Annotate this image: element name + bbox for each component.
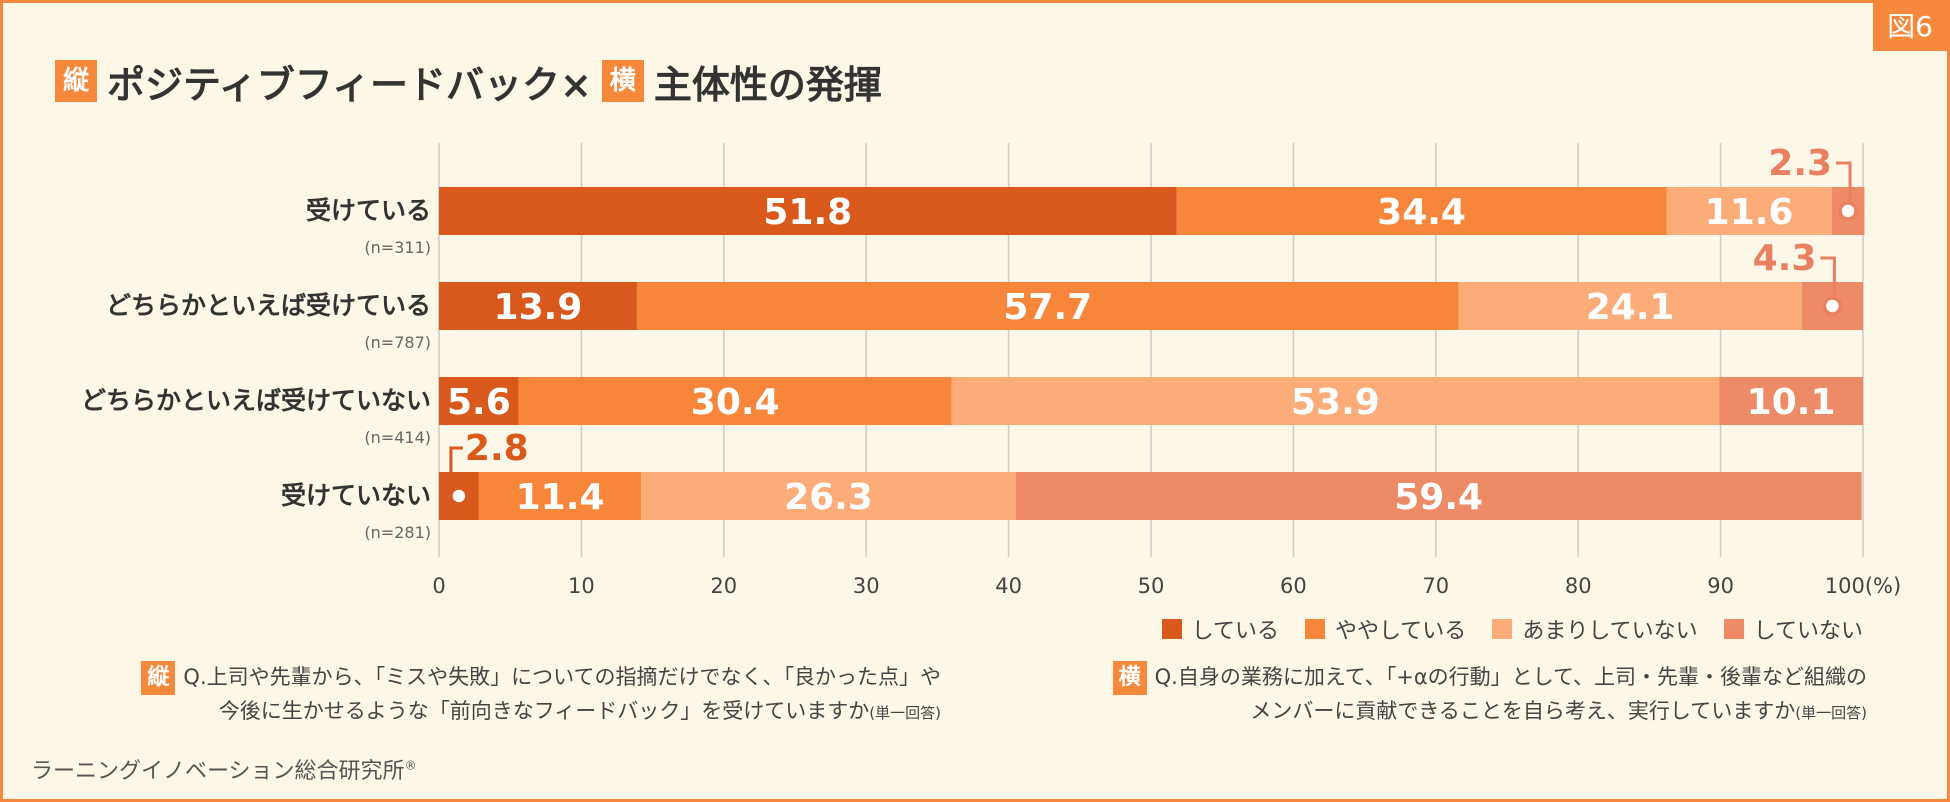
vertical-question-line-1: Q.上司や先輩から、「ミスや失敗」についての指摘だけでなく、「良かった点」や — [183, 665, 941, 689]
bar-value-label: 53.9 — [1291, 382, 1380, 423]
bar-value-label: 26.3 — [784, 477, 873, 518]
legend-label: ややしている — [1334, 619, 1467, 644]
x-tick-label: 50 — [1138, 574, 1165, 598]
bar-segment — [478, 472, 642, 520]
legend-item: していない — [1723, 613, 1863, 645]
callout-marker — [1838, 201, 1858, 221]
bar-segment — [951, 377, 1720, 425]
bar-value-label: 59.4 — [1394, 477, 1483, 518]
x-tick-label: 60 — [1280, 574, 1307, 598]
sample-size-label: (n=311) — [364, 238, 431, 257]
horizontal-question-line-2: メンバーに貢献できることを自ら考え、実行していますか — [1250, 699, 1796, 723]
bar-segment — [439, 377, 519, 425]
bar-value-label: 51.8 — [763, 192, 852, 233]
registered-mark: ® — [404, 758, 417, 773]
category-label: どちらかといえば受けていない — [81, 386, 431, 415]
figure-label: 図6 — [1873, 3, 1947, 51]
x-tick-label: 30 — [853, 574, 880, 598]
bar-segment — [439, 282, 637, 330]
callout-marker — [449, 486, 469, 506]
x-tick-label: 100(%) — [1825, 574, 1901, 598]
vertical-question-tag: 縦 — [141, 661, 176, 695]
legend-swatch — [1161, 619, 1182, 639]
callout-value-label: 4.3 — [1753, 238, 1817, 279]
bar-value-label: 57.7 — [1003, 287, 1092, 328]
horizontal-question-note: (単一回答) — [1795, 704, 1867, 722]
vertical-question-line-2: 今後に生かせるような「前向きなフィードバック」を受けていますか — [218, 699, 870, 723]
category-label: 受けている — [306, 196, 431, 225]
chart-title: 縦 ポジティブフィードバック× 横 主体性の発揮 — [55, 53, 882, 109]
category-label: どちらかといえば受けている — [106, 291, 431, 320]
bar-segment — [1176, 187, 1667, 235]
x-tick-label: 20 — [710, 574, 737, 598]
bar-value-label: 11.6 — [1705, 192, 1794, 233]
legend-swatch — [1723, 619, 1744, 639]
legend-label: していない — [1753, 619, 1863, 644]
bar-segment — [636, 282, 1459, 330]
bar-value-label: 24.1 — [1586, 287, 1675, 328]
legend-item: している — [1161, 613, 1279, 645]
bar-segment — [1719, 377, 1863, 425]
sample-size-label: (n=281) — [364, 523, 431, 542]
legend-swatch — [1492, 619, 1513, 639]
category-label: 受けていない — [281, 481, 431, 510]
title-part-2: 主体性の発揮 — [653, 62, 882, 107]
horizontal-question: 横 Q.自身の業務に加えて、「+αの行動」として、上司・先輩・後輩など組織の メン… — [1077, 661, 1867, 729]
x-tick-label: 40 — [995, 574, 1022, 598]
x-tick-label: 80 — [1565, 574, 1592, 598]
vertical-question-note: (単一回答) — [869, 704, 941, 722]
bar-value-label: 13.9 — [494, 287, 583, 328]
bar-value-label: 34.4 — [1377, 192, 1466, 233]
bar-segment — [518, 377, 952, 425]
bar-segment — [439, 187, 1177, 235]
bar-value-label: 5.6 — [447, 382, 511, 423]
vertical-axis-tag: 縦 — [55, 60, 97, 102]
legend-item: ややしている — [1304, 613, 1467, 645]
legend-swatch — [1304, 619, 1325, 639]
sample-size-label: (n=787) — [364, 333, 431, 352]
bar-segment — [641, 472, 1016, 520]
callout-marker — [1822, 296, 1843, 316]
x-tick-label: 70 — [1422, 574, 1449, 598]
x-tick-label: 0 — [432, 574, 445, 598]
stacked-bar-chart: 0 10 20 30 40 50 60 70 80 90 100(%) 51.8 34.4 11.6 2.3… — [81, 143, 1901, 598]
bar-segment — [1015, 472, 1862, 520]
bar-segment — [1666, 187, 1832, 235]
callout-value-label: 2.3 — [1768, 143, 1832, 184]
horizontal-axis-tag: 横 — [601, 60, 644, 102]
chart-legend: している ややしている あまりしていない していない — [1161, 613, 1863, 645]
legend-label: している — [1191, 619, 1279, 644]
bar-segment — [1458, 282, 1802, 330]
callout-value-label: 2.8 — [465, 428, 529, 469]
bar-value-label: 11.4 — [516, 477, 605, 518]
horizontal-question-line-1: Q.自身の業務に加えて、「+αの行動」として、上司・先輩・後輩など組織の — [1154, 665, 1867, 689]
legend-label: あまりしていない — [1522, 619, 1698, 644]
bar-value-label: 30.4 — [691, 382, 780, 423]
sample-size-label: (n=414) — [364, 428, 431, 447]
horizontal-question-tag: 横 — [1112, 661, 1147, 695]
bar-value-label: 10.1 — [1747, 382, 1836, 423]
vertical-question: 縦 Q.上司や先輩から、「ミスや失敗」についての指摘だけでなく、「良かった点」や … — [141, 661, 941, 729]
x-tick-label: 90 — [1707, 574, 1734, 598]
source-credit-text: ラーニングイノベーション総合研究所 — [31, 759, 405, 784]
title-part-1: ポジティブフィードバック× — [107, 62, 592, 107]
legend-item: あまりしていない — [1492, 613, 1698, 645]
x-tick-label: 10 — [568, 574, 595, 598]
source-credit: ラーニングイノベーション総合研究所® — [31, 753, 417, 785]
